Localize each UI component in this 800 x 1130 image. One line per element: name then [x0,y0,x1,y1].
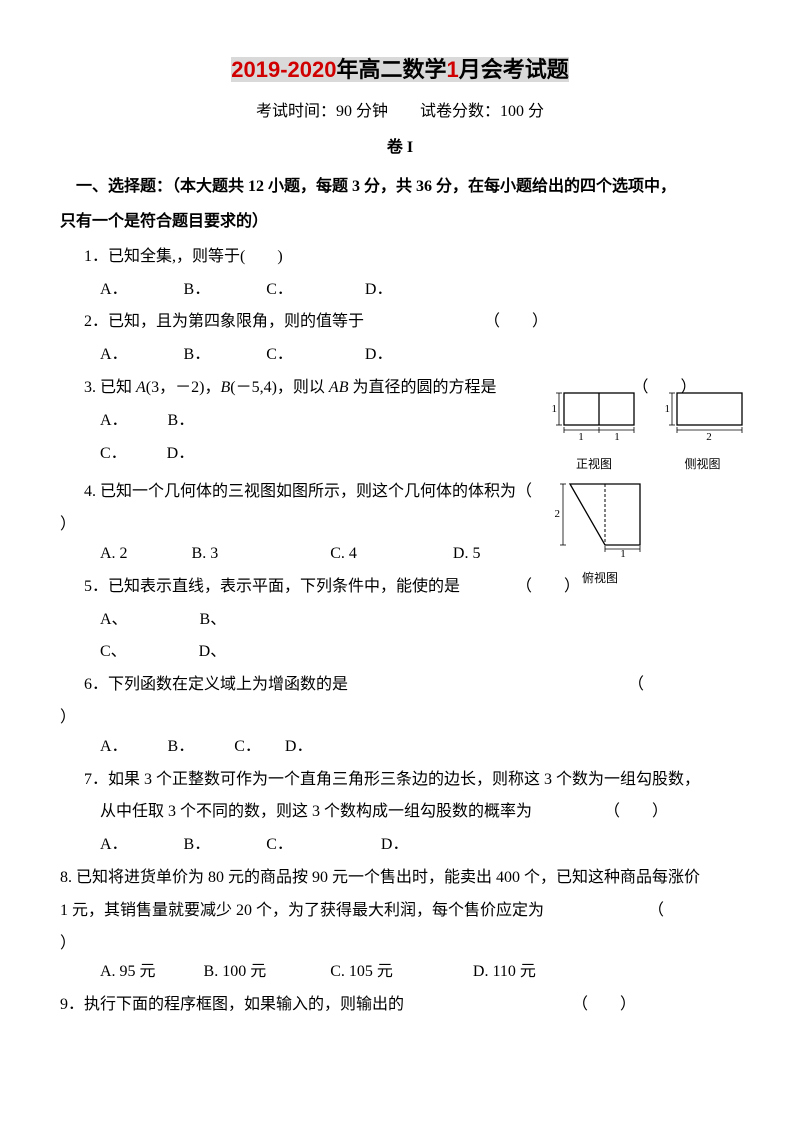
svg-text:2: 2 [706,431,712,443]
question-8-options: A. 95 元 B. 100 元 C. 105 元 D. 110 元 [100,958,740,987]
side-view-svg: 1 2 [655,388,750,443]
question-7-line2: 从中任取 3 个不同的数，则这 3 个数构成一组勾股数的概率为 （ ） [60,798,740,827]
svg-text:2: 2 [555,508,561,520]
svg-text:1: 1 [552,403,558,415]
top-view-svg: 2 1 [545,479,655,557]
question-6: 6．下列函数在定义域上为增函数的是 （ [60,671,740,700]
question-5-options-2: C、 D、 [100,638,740,667]
exam-meta: 考试时间：90 分钟 试卷分数：100 分 [60,98,740,127]
section-header-line2: 只有一个是符合题目要求的） [60,208,740,237]
question-8-close: ） [60,930,740,959]
page-title: 2019-2020年高二数学1月会考试题 [60,50,740,90]
question-5-options-1: A、 B、 [100,606,740,635]
title-part-c: 月会考试题 [459,57,569,82]
section-header-line1: 一、选择题：（本大题共 12 小题，每题 3 分，共 36 分，在每小题给出的四… [60,173,740,202]
svg-text:1: 1 [578,431,584,443]
paper-section-label: 卷 I [60,134,740,163]
title-part-a: 年高二数学 [336,57,446,82]
title-part-b: 1 [446,57,458,82]
question-6-close: ） [60,704,740,733]
question-2-options: A． B． C． D． [100,341,740,370]
question-7-line1: 7．如果 3 个正整数可作为一个直角三角形三条边的边长，则称这 3 个数为一组勾… [60,766,740,795]
question-1: 1．已知全集,，则等于( ) [60,243,740,272]
question-7-options: A． B． C． D． [100,831,740,860]
question-8-line2: 1 元，其销售量就要减少 20 个，为了获得最大利润，每个售价应定为 （ [60,897,740,926]
top-view: 2 1 俯视图 [545,479,655,589]
exam-page: 2019-2020年高二数学1月会考试题 考试时间：90 分钟 试卷分数：100… [0,0,800,1130]
svg-text:1: 1 [614,431,620,443]
question-9: 9．执行下面的程序框图，如果输入的，则输出的 （ ） [60,991,740,1020]
title-part-year: 2019-2020 [231,57,336,82]
question-1-options: A． B． C． D． [100,276,740,305]
side-view: 1 2 侧视图 [655,388,750,475]
front-view-svg: 1 1 1 [539,388,649,443]
svg-text:1: 1 [665,403,671,415]
front-view: 1 1 1 正视图 [539,388,649,475]
three-view-diagram: 1 1 1 正视图 1 [520,388,750,590]
question-6-options: A． B． C． D． [100,733,740,762]
question-2: 2．已知，且为第四象限角，则的值等于 （ ） [60,308,740,337]
question-8-line1: 8. 已知将进货单价为 80 元的商品按 90 元一个售出时，能卖出 400 个… [60,864,740,893]
